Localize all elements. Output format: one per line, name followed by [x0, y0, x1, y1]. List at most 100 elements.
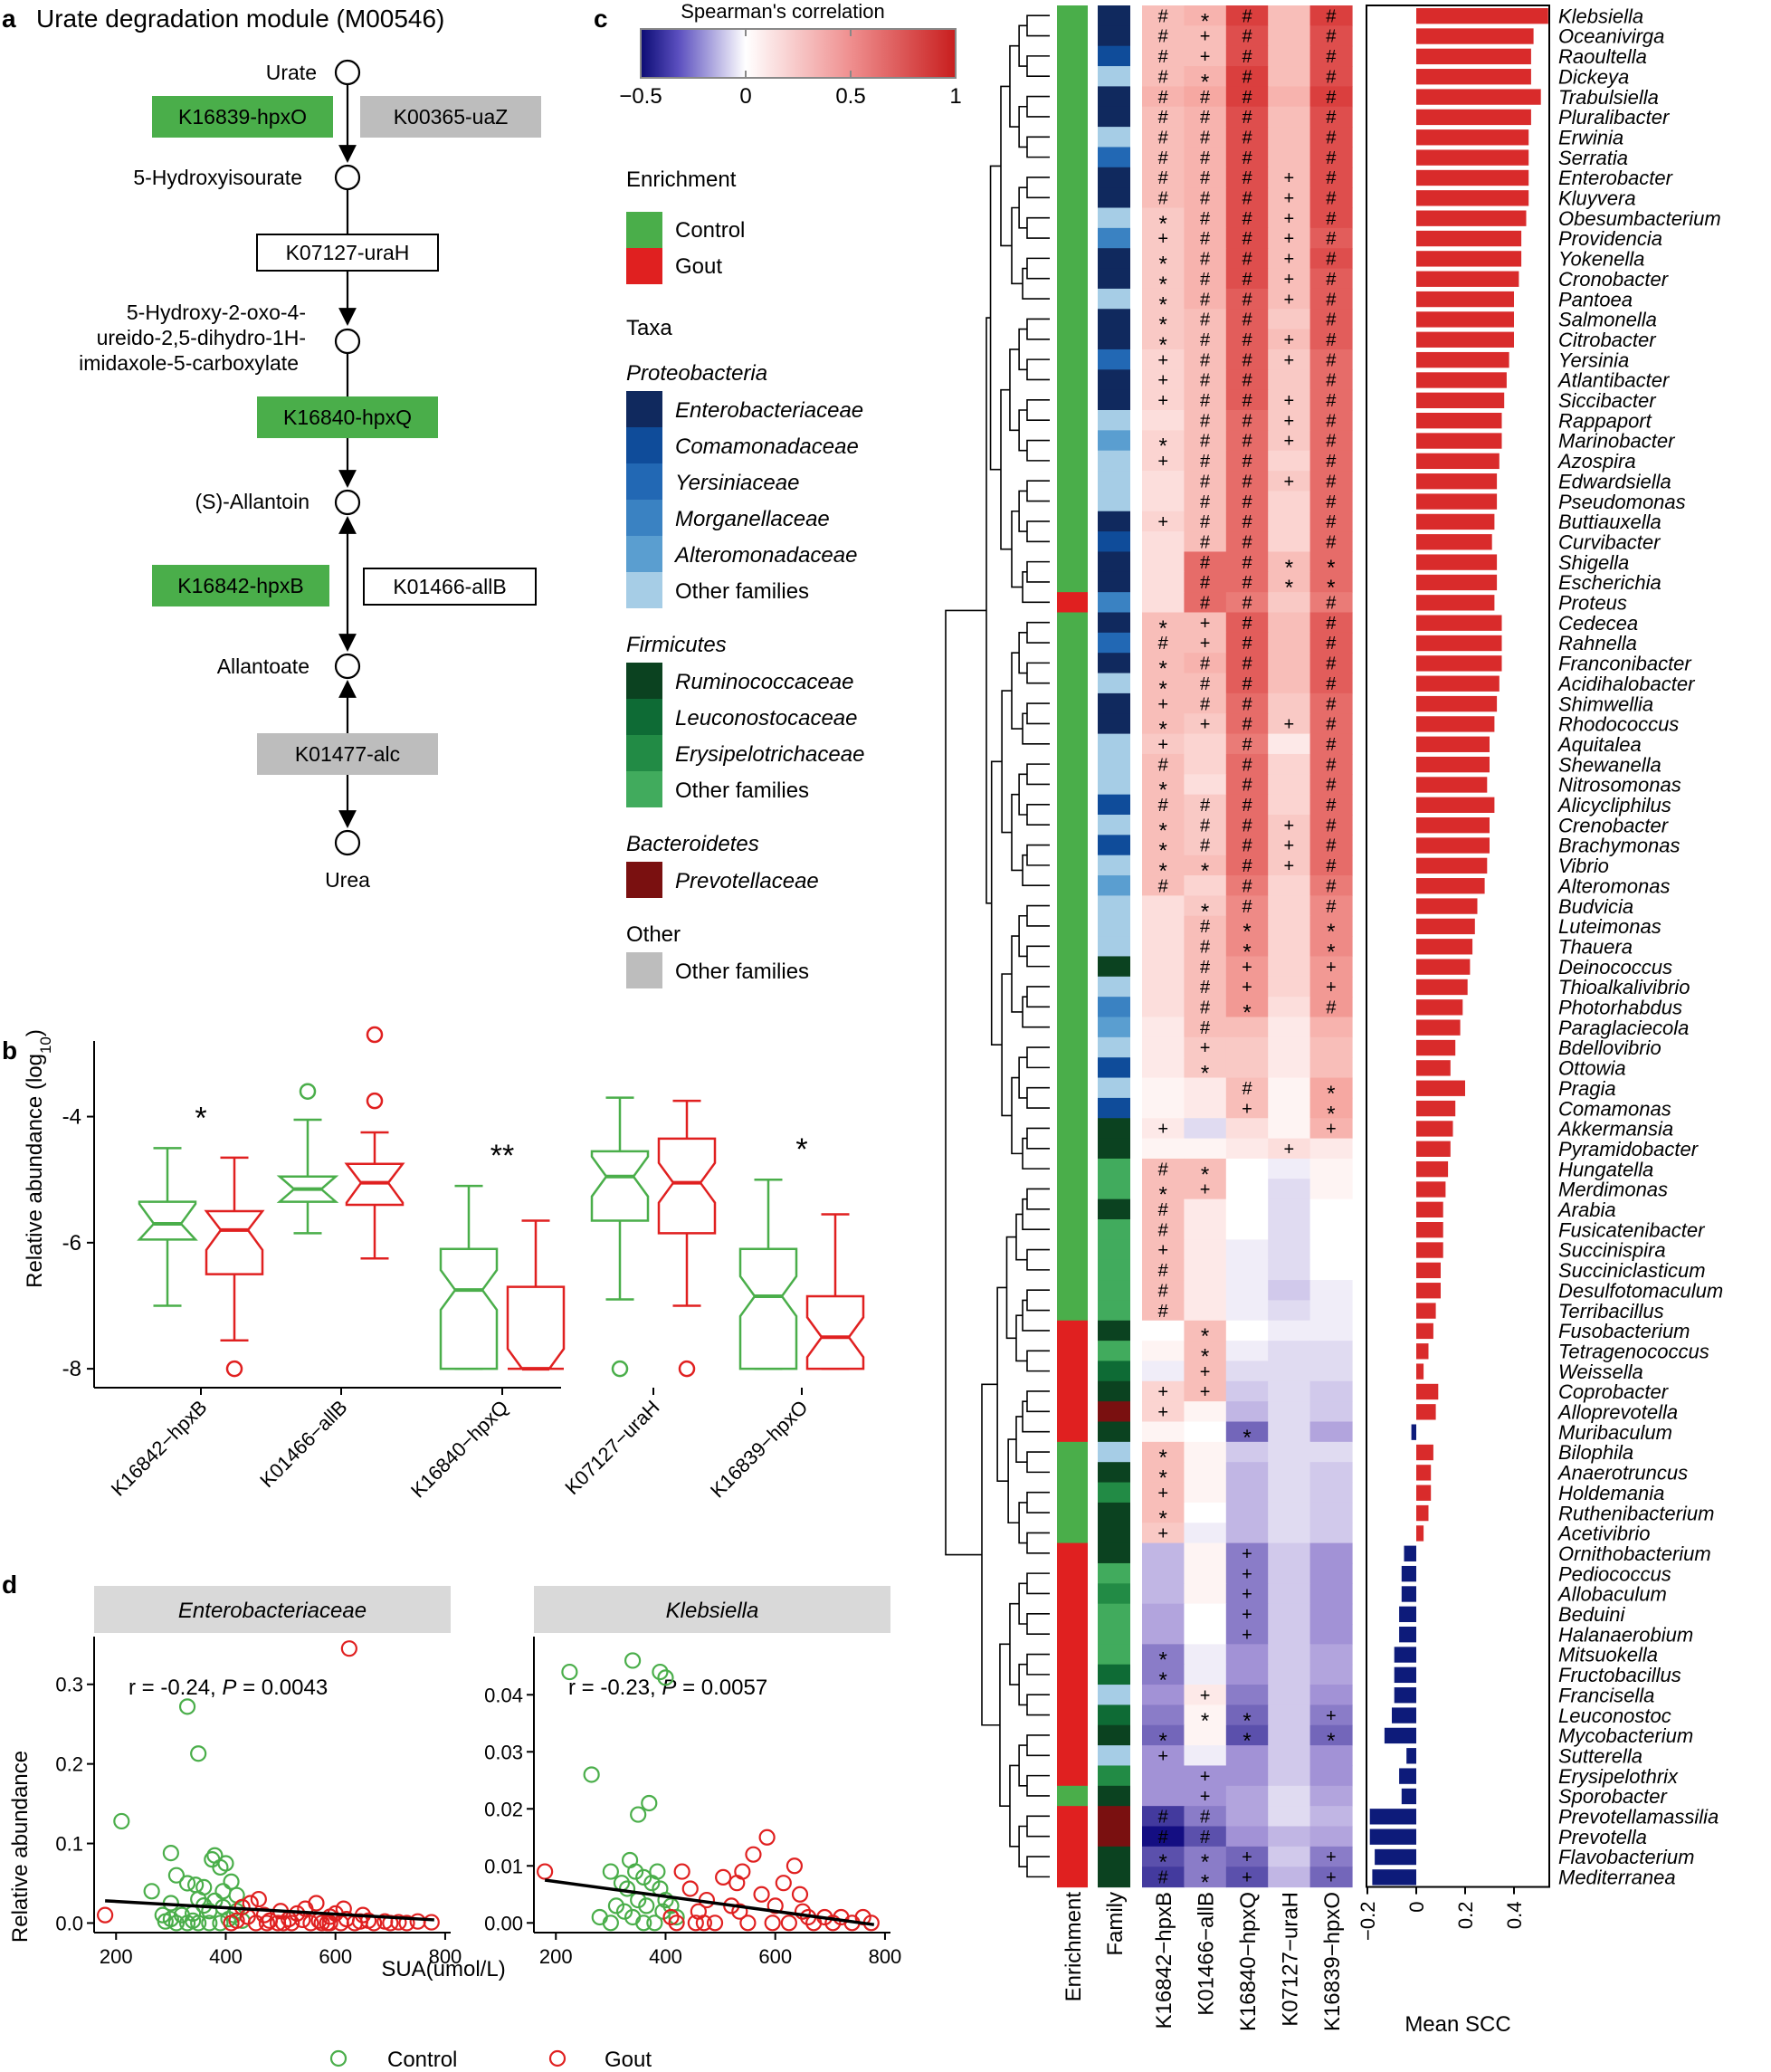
dendrogram-branch [1026, 480, 1050, 502]
d-xtick-label: 400 [649, 1945, 682, 1968]
family-cell [1098, 45, 1130, 67]
significance-symbol: # [1200, 168, 1211, 188]
significance-symbol: # [1200, 452, 1211, 472]
heatmap-cell [1309, 774, 1353, 796]
d-point-control [178, 1698, 196, 1715]
enrichment-cell [1057, 855, 1088, 876]
d-xtick-label: 800 [429, 1945, 462, 1968]
heatmap-cell [1142, 1421, 1185, 1443]
heatmap-row: # # * * [1057, 571, 1353, 600]
family-cell [1098, 1542, 1130, 1564]
significance-symbol: # [1242, 715, 1252, 735]
heatmap-cell [1142, 753, 1185, 775]
heatmap-cell [1268, 430, 1311, 452]
family-cell [1098, 369, 1130, 391]
dendrogram-branch [1005, 1236, 1016, 1340]
heatmap-cell [1309, 227, 1353, 249]
mean-scc-bar [1416, 635, 1502, 652]
enrichment-cell [1057, 187, 1088, 209]
taxon-label: Pediococcus [1558, 1562, 1671, 1585]
mean-scc-bar [1416, 999, 1463, 1016]
heatmap-cell [1225, 1259, 1269, 1281]
heatmap-cell [1268, 774, 1311, 796]
dendrogram-branch [1026, 1350, 1050, 1372]
enrichment-cell [1057, 592, 1088, 614]
legend-gout-label: Gout [605, 2048, 652, 2072]
family-cell [1098, 1806, 1130, 1828]
enrichment-cell [1057, 1401, 1088, 1423]
dendrogram-branch [1018, 914, 1027, 958]
family-cell [1098, 692, 1130, 714]
significance-symbol: * [1327, 1082, 1335, 1106]
significance-symbol: # [1158, 1302, 1169, 1322]
heatmap-cell [1142, 997, 1185, 1018]
heatmap-cell [1309, 410, 1353, 431]
significance-symbol: # [1242, 391, 1252, 411]
heatmap-cell [1268, 1401, 1311, 1423]
enrichment-cell [1057, 632, 1088, 654]
significance-symbol: # [1326, 512, 1337, 532]
significance-symbol: # [1242, 897, 1252, 917]
taxon-label: Brachymonas [1558, 835, 1681, 857]
d-ytick-label: 0.0 [55, 1912, 83, 1934]
taxon-label: Rhodococcus [1558, 713, 1679, 736]
heatmap-row: * [1057, 1502, 1353, 1531]
significance-symbol: * [1159, 1729, 1167, 1753]
heatmap-cell [1142, 309, 1185, 330]
taxon-label: Succiniclasticum [1558, 1259, 1706, 1282]
b-outlier [366, 1026, 384, 1044]
heatmap-row: * # # + # [1057, 329, 1353, 358]
significance-symbol: # [1326, 27, 1337, 47]
taxon-label: Azospira [1557, 450, 1636, 473]
enzyme-alc-box [257, 733, 438, 775]
heatmap-cell [1142, 491, 1185, 512]
family-cell [1098, 1017, 1130, 1038]
dendrogram-branch [1026, 1248, 1050, 1271]
heatmap-row: + [1057, 1482, 1353, 1504]
mean-scc-bar [1416, 291, 1514, 308]
heatmap-cell [1184, 1685, 1227, 1705]
mean-scc-bar [1369, 1809, 1416, 1825]
dendrogram-branch [1026, 1734, 1050, 1757]
d-point-control [561, 1663, 578, 1681]
taxa-legend-title: Taxa [626, 316, 672, 340]
taxon-label: Klebsiella [1558, 5, 1643, 27]
heatmap-cell [1184, 288, 1227, 310]
b-notched-box [137, 1200, 198, 1241]
heatmap-cell [1184, 1846, 1227, 1867]
heatmap-cell [1142, 1361, 1185, 1382]
mean-scc-bar [1416, 534, 1492, 550]
heatmap-cell [1142, 1502, 1185, 1523]
colorbar-tick-label: −0.5 [619, 84, 662, 109]
taxon-label: Thioalkalivibrio [1558, 976, 1690, 998]
significance-symbol: * [1159, 272, 1167, 297]
mean-scc-bar [1416, 817, 1490, 834]
heatmap-cell [1225, 1562, 1269, 1584]
heatmap-cell [1268, 491, 1311, 512]
heatmap-cell [1142, 1401, 1185, 1423]
b-notched-box [805, 1294, 865, 1370]
colorbar-tick-label: 0 [739, 84, 751, 109]
heatmap-cell [1142, 976, 1185, 998]
enrichment-cell [1057, 1785, 1088, 1807]
compound-ohcu-line2: ureido-2,5-dihydro-1H- [97, 326, 306, 349]
d-stat-p: = 0.0057 [676, 1676, 767, 1700]
heatmap-cell [1142, 1280, 1185, 1301]
enrichment-cell [1057, 1704, 1088, 1726]
heatmap-cell [1142, 410, 1185, 431]
heatmap-cell [1268, 653, 1311, 674]
enrichment-legend-title: Enrichment [626, 167, 737, 192]
heatmap-cell [1309, 1502, 1353, 1523]
heatmap-cell [1184, 45, 1227, 67]
family-cell [1098, 127, 1130, 148]
enrichment-cell [1057, 1057, 1088, 1079]
heatmap-cell [1184, 1057, 1227, 1079]
taxon-label: Escherichia [1558, 571, 1662, 594]
family-cell [1098, 511, 1130, 532]
significance-symbol: # [1326, 816, 1337, 835]
significance-symbol: # [1200, 836, 1211, 856]
heatmap-cell [1184, 127, 1227, 148]
significance-symbol: # [1200, 290, 1211, 310]
family-cell [1098, 1057, 1130, 1079]
heatmap-cell [1142, 167, 1185, 188]
